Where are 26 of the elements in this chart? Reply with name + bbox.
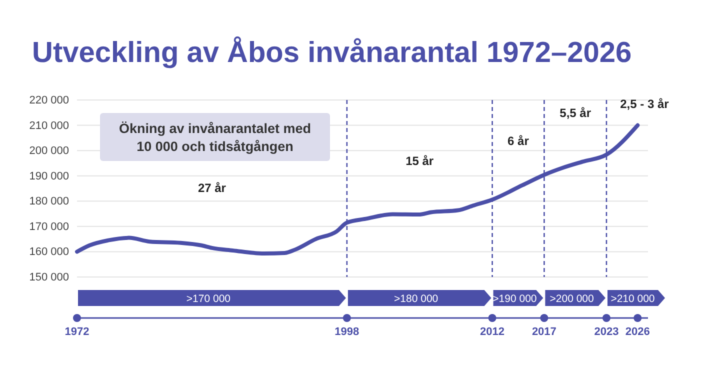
text: >200 000 [550, 293, 594, 305]
text: >170 000 [186, 293, 231, 305]
y-tick-label: 160 000 [29, 246, 69, 258]
annotation: 27 år [198, 181, 226, 195]
x-tick-label: 2017 [532, 326, 556, 338]
text: >180 000 [394, 293, 438, 305]
y-tick-label: 220 000 [29, 94, 69, 107]
x-tick-label: 1972 [64, 326, 90, 338]
y-tick-label: 200 000 [29, 145, 69, 158]
annotation: 15 år [406, 154, 434, 168]
annotation: 2,5 - 3 år [620, 97, 670, 111]
y-tick-label: 190 000 [29, 170, 69, 182]
y-tick-label: 210 000 [29, 120, 69, 132]
annotation: Ökning av invånarantalet med 10 000 och tidsåtgången [118, 121, 312, 154]
annotation: 5,5 år [560, 106, 592, 120]
text: >210 000 [610, 293, 655, 305]
y-tick-label: 180 000 [29, 196, 69, 208]
annotation: 6 år [508, 134, 530, 148]
chart-title: Utveckling av Åbos invånarantal 1972–2026 [32, 36, 632, 69]
y-tick-label: 170 000 [29, 220, 69, 233]
x-tick-label: 2023 [594, 326, 619, 338]
x-tick-label: 2026 [625, 326, 650, 338]
x-tick-label: 2012 [480, 326, 505, 338]
y-tick-label: 150 000 [29, 272, 69, 284]
text: >190 000 [492, 293, 537, 305]
x-tick-label: 1998 [334, 326, 360, 338]
